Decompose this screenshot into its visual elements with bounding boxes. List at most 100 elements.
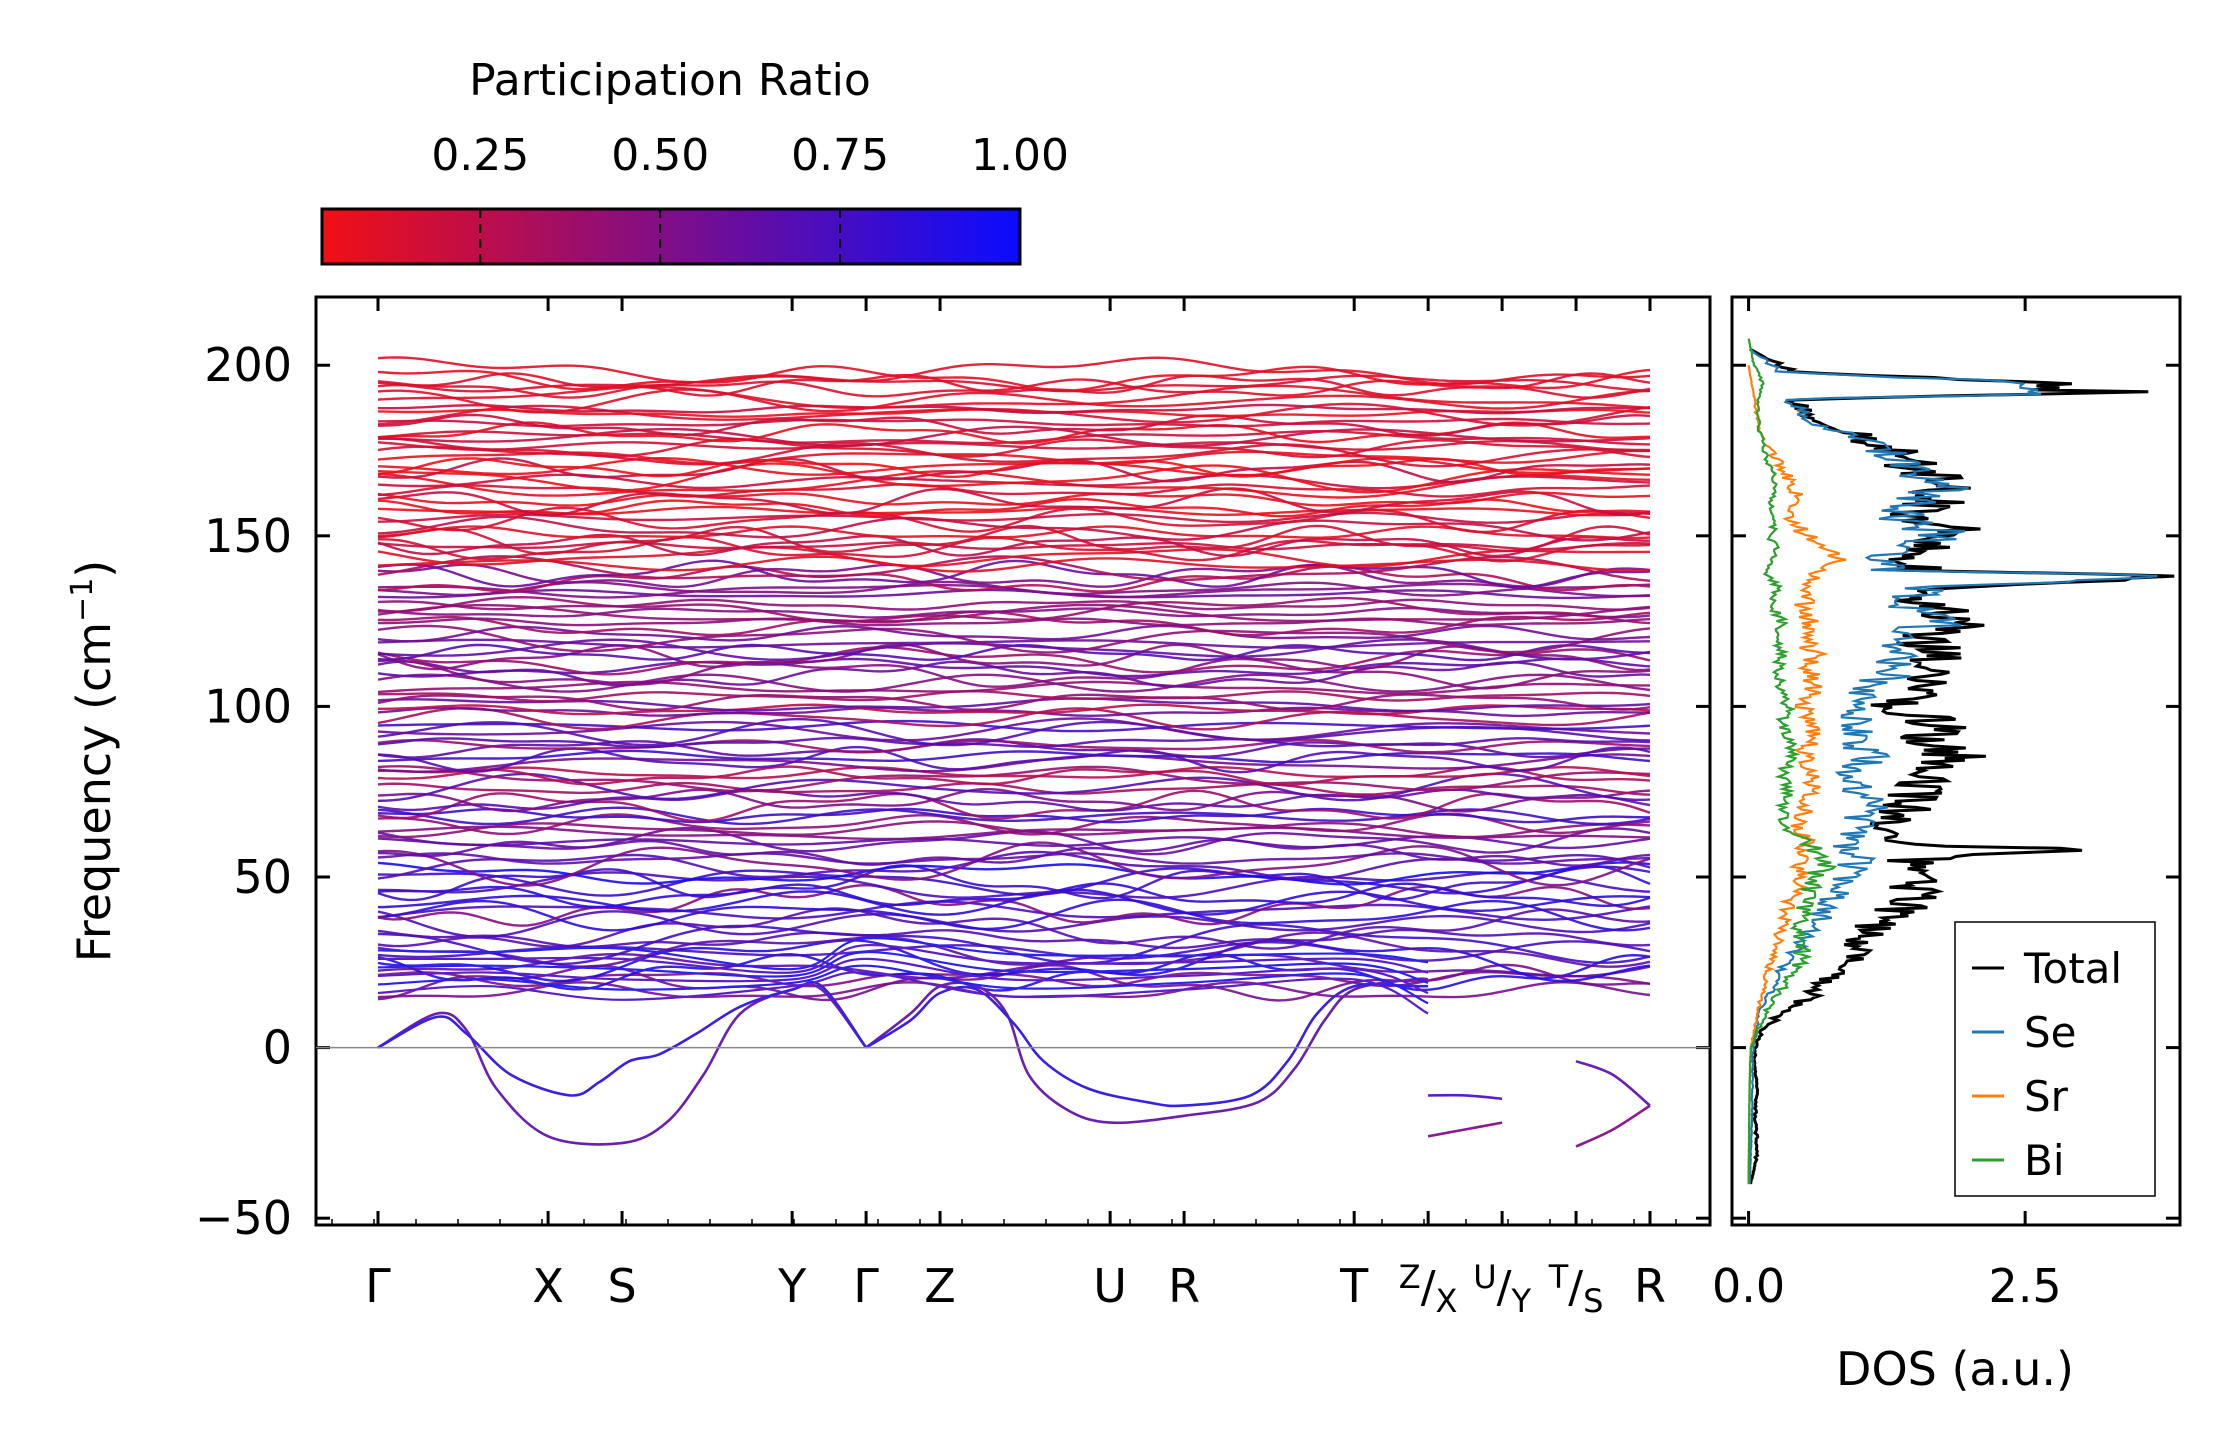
colorbar-label: Participation Ratio: [469, 55, 871, 106]
y-tick-label: 100: [204, 679, 292, 733]
band-line: [378, 689, 1429, 703]
band-line: [1575, 820, 1651, 834]
band-line: [1575, 711, 1650, 715]
band-line: [1428, 490, 1503, 498]
band-line: [377, 492, 1429, 507]
band-line: [1575, 583, 1651, 591]
band-line: [1501, 944, 1577, 962]
kpoint-label-slash: /: [1497, 1262, 1512, 1313]
band-line: [377, 826, 1429, 856]
band-line: [1575, 785, 1651, 796]
band-line: [1501, 650, 1576, 661]
band-line: [377, 861, 1429, 886]
band-line: [377, 603, 1429, 623]
band-line: [377, 888, 1429, 916]
band-line: [1502, 692, 1577, 697]
band-line: [377, 624, 1429, 654]
band-line: [377, 717, 1429, 742]
band-line: [1501, 383, 1577, 390]
band-line: [1575, 766, 1651, 778]
band-line: [1575, 691, 1651, 698]
band-line: [377, 372, 1429, 397]
band-line: [1428, 589, 1503, 597]
band-line: [1428, 737, 1503, 747]
band-line: [1427, 608, 1503, 616]
band-line: [377, 841, 1429, 887]
band-line: [1501, 796, 1576, 807]
band-line: [1427, 639, 1503, 654]
band-line: [377, 765, 1429, 787]
band-line: [377, 787, 1429, 813]
band-line: [1575, 477, 1651, 484]
band-line: [1575, 960, 1651, 968]
band-line: [1428, 589, 1503, 597]
band-line: [1575, 570, 1651, 578]
band-line: [1428, 782, 1503, 792]
low-band: [377, 971, 1429, 1015]
band-line: [377, 907, 1429, 950]
band-line: [377, 749, 1429, 764]
band-line: [1575, 964, 1651, 982]
band-line: [1428, 423, 1503, 437]
band-line: [1501, 772, 1577, 785]
band-line: [1575, 463, 1651, 467]
band-line: [1502, 604, 1577, 609]
band-line: [378, 703, 1429, 716]
band-line: [1428, 607, 1503, 615]
colorbar-tick-label: 0.50: [611, 130, 709, 181]
band-line: [1502, 896, 1577, 905]
band-line: [1502, 970, 1576, 978]
band-line: [377, 437, 1429, 459]
band-line: [1427, 881, 1503, 895]
band-line: [1502, 419, 1577, 427]
band-line: [1502, 444, 1577, 449]
band-line: [1575, 542, 1651, 549]
band-line: [1575, 635, 1651, 641]
low-band: [377, 944, 1429, 974]
band-line: [377, 754, 1429, 773]
band-line: [1501, 577, 1577, 592]
colorbar-tick-label: 0.25: [431, 130, 529, 181]
y-axis-label-text: Frequency (cm: [67, 622, 121, 962]
kpoint-label-sup: U: [1473, 1258, 1496, 1296]
dos-legend: Total Se Sr Bi: [1954, 921, 2156, 1197]
band-line: [1575, 703, 1651, 711]
dos-series-sr: [1747, 364, 1847, 1185]
band-line: [1428, 709, 1503, 717]
band-line: [1501, 869, 1577, 887]
band-line: [1575, 733, 1651, 742]
band-line: [1575, 475, 1651, 481]
band-line: [1427, 832, 1503, 839]
band-line: [1575, 650, 1651, 661]
kpoint-label-sup: T: [1548, 1258, 1569, 1296]
band-line: [1575, 837, 1651, 849]
low-band: [377, 957, 1429, 995]
band-line: [377, 638, 1429, 649]
band-line: [1501, 625, 1577, 640]
band-line: [377, 595, 1429, 623]
band-line: [1428, 949, 1503, 953]
band-line: [1575, 817, 1651, 826]
band-line: [1575, 592, 1651, 598]
kpoint-label-sub: Y: [1510, 1282, 1531, 1320]
low-band: [377, 964, 1429, 1005]
kpoint-label-slash: /: [1568, 1262, 1583, 1313]
dos-panel: 0.0 2.5 DOS (a.u.) Total Se Sr Bi: [1712, 295, 2182, 1396]
band-line: [377, 820, 1429, 839]
kpoint-label: U: [1093, 1259, 1127, 1313]
band-line: [377, 457, 1429, 483]
band-line: [1575, 815, 1650, 820]
y-axis-label-unit: −1: [65, 578, 100, 622]
band-line: [377, 693, 1429, 712]
acoustic-branch: [1427, 1121, 1503, 1138]
colorbar-tick-label: 0.75: [791, 130, 889, 181]
band-line: [377, 559, 1429, 588]
colorbar-ticks: 0.25 0.50 0.75 1.00: [431, 130, 1069, 264]
band-line: [1502, 611, 1577, 616]
band-line: [377, 707, 1429, 731]
band-line: [1427, 439, 1503, 448]
band-line: [1575, 484, 1651, 490]
band-line: [1502, 514, 1577, 524]
band-line: [377, 646, 1429, 676]
